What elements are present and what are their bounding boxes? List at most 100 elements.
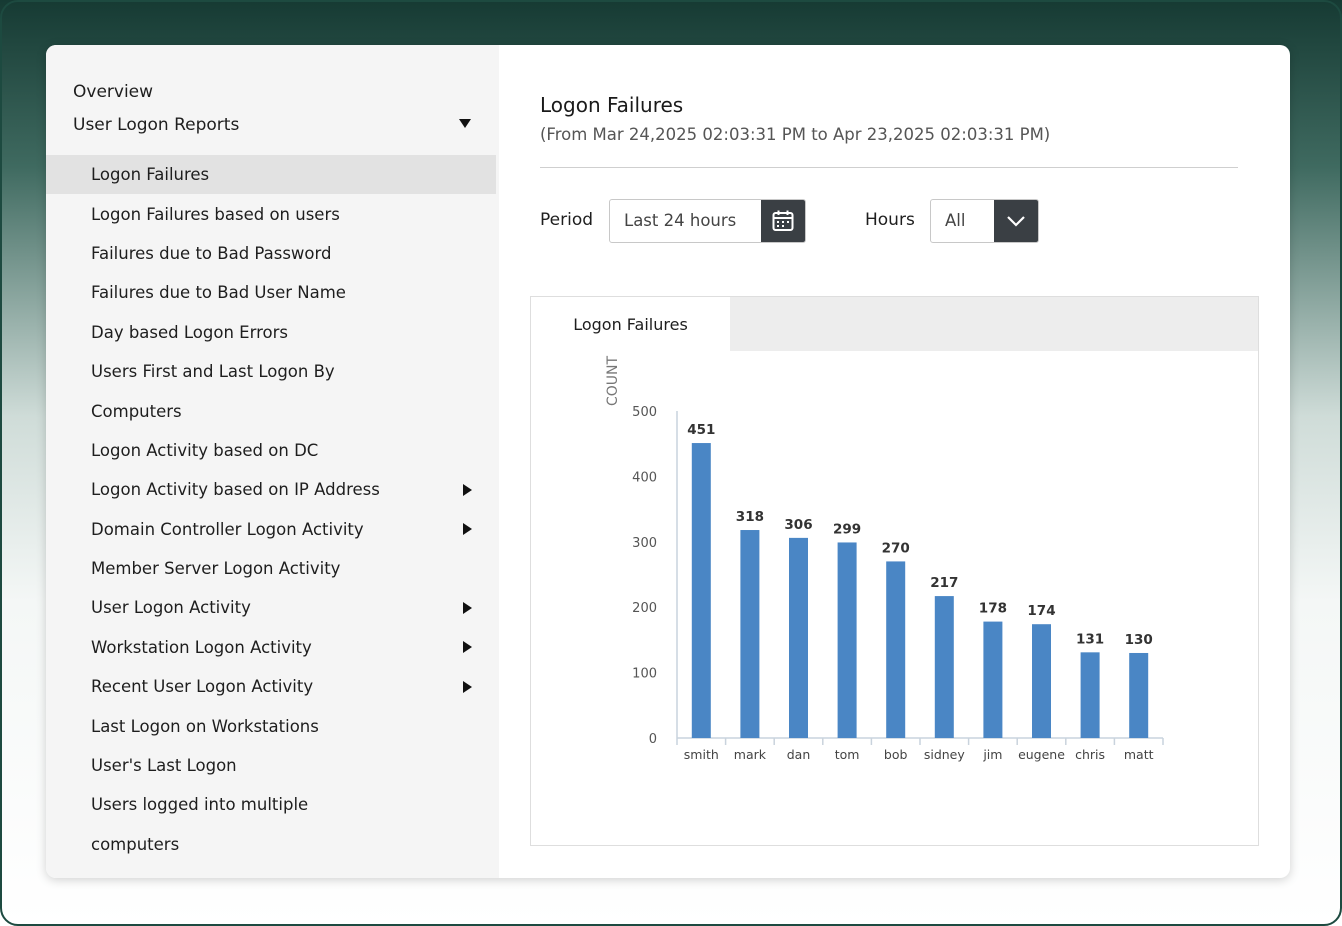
sidebar-item-recent-user-logon-activity[interactable]: Recent User Logon Activity <box>46 667 499 706</box>
hours-select[interactable]: All <box>930 199 1039 243</box>
data-label: 299 <box>833 521 861 537</box>
bar <box>691 443 711 738</box>
sidebar-item-label: computers <box>91 834 180 854</box>
x-tick-label: mark <box>734 747 767 762</box>
x-tick-label: chris <box>1075 747 1105 762</box>
y-tick-label: 0 <box>649 732 657 747</box>
bar <box>789 537 808 738</box>
sidebar-item-label: User Logon Activity <box>91 598 251 618</box>
bar <box>740 530 760 738</box>
sidebar-item-domain-controller-logon-activity[interactable]: Domain Controller Logon Activity <box>46 510 499 549</box>
sidebar-section-label: User Logon Reports <box>73 114 240 135</box>
sidebar-overview[interactable]: Overview <box>46 75 499 108</box>
divider <box>540 167 1238 168</box>
report-date-range: (From Mar 24,2025 02:03:31 PM to Apr 23,… <box>540 125 1051 144</box>
sidebar-item-label: Failures due to Bad Password <box>91 243 332 263</box>
sidebar-item-label: Users First and Last Logon By <box>91 362 335 382</box>
bar-chart: COUNT 0 100 200 300 400 500 451 smith 318 mark 306 d… <box>605 356 1164 762</box>
main-content: Logon Failures (From Mar 24,2025 02:03:3… <box>499 45 1290 878</box>
bar <box>1129 652 1149 738</box>
x-tick-label: jim <box>982 747 1002 762</box>
caret-down-icon[interactable] <box>459 119 471 128</box>
sidebar-item-logon-failures[interactable]: Logon Failures <box>46 155 496 195</box>
x-tick-label: bob <box>884 747 908 762</box>
bar <box>1080 652 1100 738</box>
caret-right-icon[interactable] <box>463 680 472 693</box>
data-label: 130 <box>1125 632 1153 648</box>
sidebar-item-computers[interactable]: computers <box>46 825 499 864</box>
period-select[interactable]: Last 24 hours <box>609 199 806 243</box>
sidebar-item-day-based-logon-errors[interactable]: Day based Logon Errors <box>46 313 499 352</box>
sidebar-item-logon-activity-based-on-ip-address[interactable]: Logon Activity based on IP Address <box>46 470 499 509</box>
caret-right-icon[interactable] <box>463 601 472 614</box>
caret-right-icon[interactable] <box>463 523 472 536</box>
sidebar-item-label: Recent User Logon Activity <box>91 677 314 697</box>
bar <box>886 561 906 738</box>
x-tick-label: sidney <box>924 747 966 762</box>
caret-right-icon[interactable] <box>463 641 472 654</box>
sidebar-item-failures-due-to-bad-user-name[interactable]: Failures due to Bad User Name <box>46 273 499 312</box>
caret-right-icon[interactable] <box>463 483 472 496</box>
sidebar-item-workstation-logon-activity[interactable]: Workstation Logon Activity <box>46 628 499 667</box>
x-tick-label: matt <box>1124 747 1154 762</box>
period-value: Last 24 hours <box>624 211 737 230</box>
sidebar-item-label: Logon Failures <box>91 165 210 185</box>
x-tick-label: tom <box>835 747 860 762</box>
sidebar-item-label: Logon Failures based on users <box>91 204 340 224</box>
sidebar-item-label: Domain Controller Logon Activity <box>91 519 364 539</box>
x-tick-label: smith <box>684 747 719 762</box>
y-tick-label: 400 <box>632 470 657 485</box>
sidebar-item-user-s-last-logon[interactable]: User's Last Logon <box>46 746 499 785</box>
chevron-down-icon <box>1007 216 1025 227</box>
y-tick-label: 300 <box>632 536 657 551</box>
sidebar-item-users-logged-into-multiple[interactable]: Users logged into multiple <box>46 785 499 824</box>
sidebar-item-label: Logon Activity based on IP Address <box>91 480 380 500</box>
sidebar-item-label: User's Last Logon <box>91 756 237 776</box>
sidebar-item-failures-due-to-bad-password[interactable]: Failures due to Bad Password <box>46 234 499 273</box>
chart-panel: Logon Failures COUNT 0 100 200 300 400 500 451 s… <box>530 296 1259 846</box>
data-label: 131 <box>1076 631 1104 647</box>
tab-logon-failures[interactable]: Logon Failures <box>531 297 730 351</box>
y-tick-label: 200 <box>632 601 657 616</box>
bar <box>983 621 1003 738</box>
y-axis-label: COUNT <box>605 356 621 407</box>
sidebar-item-user-logon-activity[interactable]: User Logon Activity <box>46 588 499 627</box>
sidebar-list: Logon Failures Logon Failures based on us… <box>46 155 499 864</box>
sidebar-item-label: Logon Activity based on DC <box>91 440 319 460</box>
hours-value: All <box>945 211 966 230</box>
bar <box>1032 624 1051 738</box>
sidebar-item-computers[interactable]: Computers <box>46 391 499 430</box>
sidebar-item-logon-activity-based-on-dc[interactable]: Logon Activity based on DC <box>46 431 499 470</box>
sidebar-item-last-logon-on-workstations[interactable]: Last Logon on Workstations <box>46 706 499 745</box>
hours-label: Hours <box>865 210 915 230</box>
bar <box>837 542 857 738</box>
bar <box>934 596 954 738</box>
sidebar-item-member-server-logon-activity[interactable]: Member Server Logon Activity <box>46 549 499 588</box>
data-label: 178 <box>979 601 1007 617</box>
sidebar-item-label: Users logged into multiple <box>91 795 309 815</box>
x-tick-label: dan <box>787 747 811 762</box>
hours-dropdown-button[interactable] <box>994 200 1038 242</box>
sidebar-item-users-first-and-last-logon-by[interactable]: Users First and Last Logon By <box>46 352 499 391</box>
tab-label: Logon Failures <box>573 314 688 334</box>
sidebar-section-user-logon-reports[interactable]: User Logon Reports <box>46 108 499 141</box>
sidebar: Overview User Logon Reports Logon Failur… <box>46 45 499 878</box>
sidebar-item-label: Workstation Logon Activity <box>91 637 312 657</box>
y-tick-label: 500 <box>632 405 657 420</box>
data-label: 217 <box>930 575 958 591</box>
sidebar-item-label: Failures due to Bad User Name <box>91 283 346 303</box>
calendar-icon <box>772 210 794 231</box>
panel-tabbar: Logon Failures <box>531 297 1258 351</box>
app-window: Overview User Logon Reports Logon Failur… <box>46 45 1290 878</box>
period-label: Period <box>540 210 594 230</box>
calendar-button[interactable] <box>761 200 805 242</box>
data-label: 270 <box>882 540 910 556</box>
data-label: 306 <box>784 517 812 533</box>
sidebar-item-logon-failures-based-on-users[interactable]: Logon Failures based on users <box>46 194 499 233</box>
page-title: Logon Failures <box>540 93 684 117</box>
x-tick-label: eugene <box>1018 747 1065 762</box>
sidebar-item-label: Day based Logon Errors <box>91 322 288 342</box>
sidebar-item-label: Last Logon on Workstations <box>91 716 319 736</box>
sidebar-item-label: Member Server Logon Activity <box>91 559 341 579</box>
sidebar-item-label: Computers <box>91 401 182 421</box>
